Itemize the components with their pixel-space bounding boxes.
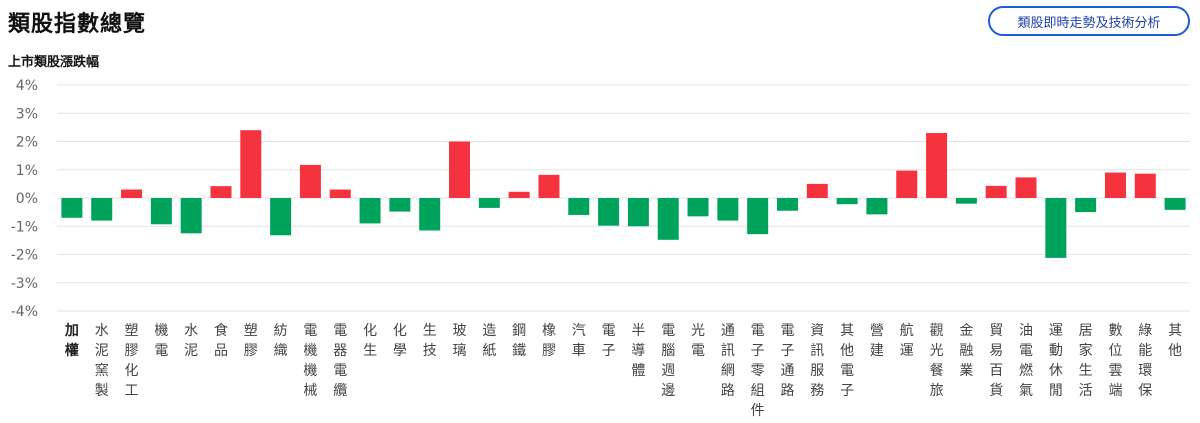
bar-9[interactable]	[329, 189, 351, 198]
bar-33[interactable]	[1045, 198, 1067, 258]
category-label: 金融業	[959, 323, 973, 379]
category-label: 加權	[64, 323, 79, 359]
category-label: 資訊服務	[810, 323, 824, 399]
sector-realtime-analysis-button[interactable]: 類股即時走勢及技術分析	[988, 6, 1190, 36]
bar-22[interactable]	[717, 198, 739, 221]
bar-28[interactable]	[896, 170, 918, 198]
category-label: 橡膠	[542, 323, 556, 359]
category-label: 水泥	[184, 323, 198, 359]
category-label: 玻璃	[453, 323, 467, 359]
bar-18[interactable]	[598, 198, 620, 226]
bar-8[interactable]	[299, 164, 321, 198]
category-label: 航運	[900, 323, 914, 359]
y-tick-label: -1%	[11, 219, 38, 235]
bar-23[interactable]	[747, 198, 769, 235]
chart-title: 上市類股漲跌幅	[8, 55, 100, 70]
bar-30[interactable]	[955, 198, 977, 204]
category-label: 汽車	[572, 323, 586, 359]
bar-37[interactable]	[1164, 198, 1186, 210]
bar-16[interactable]	[538, 174, 560, 198]
bar-14[interactable]	[478, 198, 500, 208]
category-label: 塑膠化工	[125, 323, 139, 399]
bar-31[interactable]	[985, 185, 1007, 198]
bar-26[interactable]	[836, 198, 858, 205]
category-label: 生技	[423, 323, 437, 359]
y-tick-label: -3%	[11, 276, 38, 292]
category-label: 電機機械	[303, 323, 317, 399]
category-label: 化生	[363, 323, 377, 359]
y-tick-label: 3%	[16, 106, 38, 122]
category-label: 運動休閒	[1049, 323, 1063, 399]
bar-27[interactable]	[866, 198, 888, 215]
category-label: 塑膠	[244, 323, 258, 359]
bar-2[interactable]	[121, 189, 143, 198]
category-label: 電子通路	[780, 323, 794, 399]
category-label: 半導體	[631, 323, 645, 379]
category-label: 鋼鐵	[512, 323, 526, 359]
category-label: 貿易百貨	[989, 323, 1003, 399]
bar-20[interactable]	[657, 198, 679, 240]
category-label: 機電	[154, 323, 168, 359]
bar-34[interactable]	[1075, 198, 1097, 213]
y-tick-label: 0%	[16, 191, 38, 207]
category-label: 營建	[870, 323, 884, 359]
category-label: 電子	[602, 323, 616, 359]
bar-3[interactable]	[150, 198, 172, 225]
category-label: 電子零組件	[751, 323, 765, 419]
category-label: 其他電子	[840, 323, 854, 399]
bar-6[interactable]	[240, 130, 262, 198]
bar-25[interactable]	[806, 183, 828, 198]
category-label: 造紙	[482, 323, 496, 359]
category-label: 紡織	[274, 323, 288, 359]
bar-19[interactable]	[627, 198, 649, 227]
category-label: 化學	[393, 323, 407, 359]
bar-11[interactable]	[389, 198, 411, 212]
bar-17[interactable]	[568, 198, 590, 215]
y-tick-label: -2%	[11, 248, 38, 264]
y-tick-label: 4%	[16, 78, 38, 94]
y-tick-label: -4%	[11, 304, 38, 320]
bar-36[interactable]	[1134, 173, 1156, 198]
bar-29[interactable]	[926, 133, 948, 198]
bar-12[interactable]	[419, 198, 441, 231]
category-label: 油電燃氣	[1019, 323, 1033, 399]
bar-24[interactable]	[776, 198, 798, 211]
bar-32[interactable]	[1015, 177, 1037, 198]
bar-1[interactable]	[91, 198, 113, 221]
bar-21[interactable]	[687, 198, 709, 217]
bar-5[interactable]	[210, 186, 232, 198]
bar-13[interactable]	[449, 141, 471, 199]
category-label: 數位雲端	[1108, 323, 1122, 399]
category-label: 居家生活	[1079, 323, 1093, 399]
y-tick-label: 1%	[16, 163, 38, 179]
category-label: 水泥窯製	[95, 323, 109, 399]
category-label: 其他	[1168, 323, 1182, 359]
category-label: 電腦週邊	[661, 323, 675, 399]
bar-0[interactable]	[61, 198, 83, 218]
category-label: 光電	[691, 323, 705, 359]
page-title: 類股指數總覽	[8, 12, 147, 37]
category-label: 觀光餐旅	[930, 323, 944, 399]
bar-4[interactable]	[180, 198, 202, 234]
category-label: 通訊網路	[721, 323, 735, 399]
bar-7[interactable]	[270, 198, 292, 236]
category-label: 食品	[214, 322, 228, 359]
bar-10[interactable]	[359, 198, 381, 224]
y-tick-label: 2%	[16, 135, 38, 151]
bar-35[interactable]	[1104, 172, 1126, 198]
bar-15[interactable]	[508, 191, 530, 198]
category-label: 電器電纜	[333, 323, 347, 399]
category-label: 綠能環保	[1138, 323, 1152, 399]
